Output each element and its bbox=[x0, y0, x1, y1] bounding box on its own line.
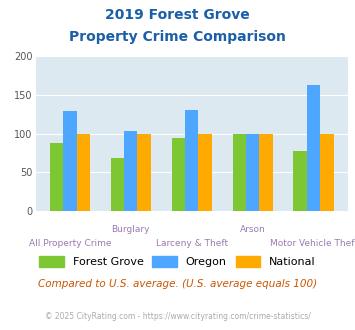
Bar bbox=[260, 134, 273, 211]
Bar bbox=[137, 134, 151, 211]
Bar bbox=[124, 131, 137, 211]
Text: Larceny & Theft: Larceny & Theft bbox=[155, 239, 228, 248]
Text: Motor Vehicle Theft: Motor Vehicle Theft bbox=[269, 239, 355, 248]
Bar bbox=[320, 134, 334, 211]
Text: Arson: Arson bbox=[240, 225, 266, 234]
Legend: Forest Grove, Oregon, National: Forest Grove, Oregon, National bbox=[35, 251, 320, 271]
Bar bbox=[63, 111, 77, 211]
Text: Burglary: Burglary bbox=[111, 225, 150, 234]
Bar bbox=[294, 151, 307, 211]
Bar bbox=[171, 138, 185, 211]
Bar bbox=[77, 134, 90, 211]
Bar bbox=[111, 158, 124, 211]
Text: 2019 Forest Grove: 2019 Forest Grove bbox=[105, 8, 250, 22]
Text: Property Crime Comparison: Property Crime Comparison bbox=[69, 30, 286, 44]
Bar bbox=[307, 85, 320, 211]
Bar bbox=[246, 134, 260, 211]
Bar bbox=[233, 134, 246, 211]
Text: © 2025 CityRating.com - https://www.cityrating.com/crime-statistics/: © 2025 CityRating.com - https://www.city… bbox=[45, 312, 310, 321]
Text: Compared to U.S. average. (U.S. average equals 100): Compared to U.S. average. (U.S. average … bbox=[38, 279, 317, 289]
Bar bbox=[50, 143, 63, 211]
Bar bbox=[198, 134, 212, 211]
Bar bbox=[185, 110, 198, 211]
Text: All Property Crime: All Property Crime bbox=[28, 239, 111, 248]
